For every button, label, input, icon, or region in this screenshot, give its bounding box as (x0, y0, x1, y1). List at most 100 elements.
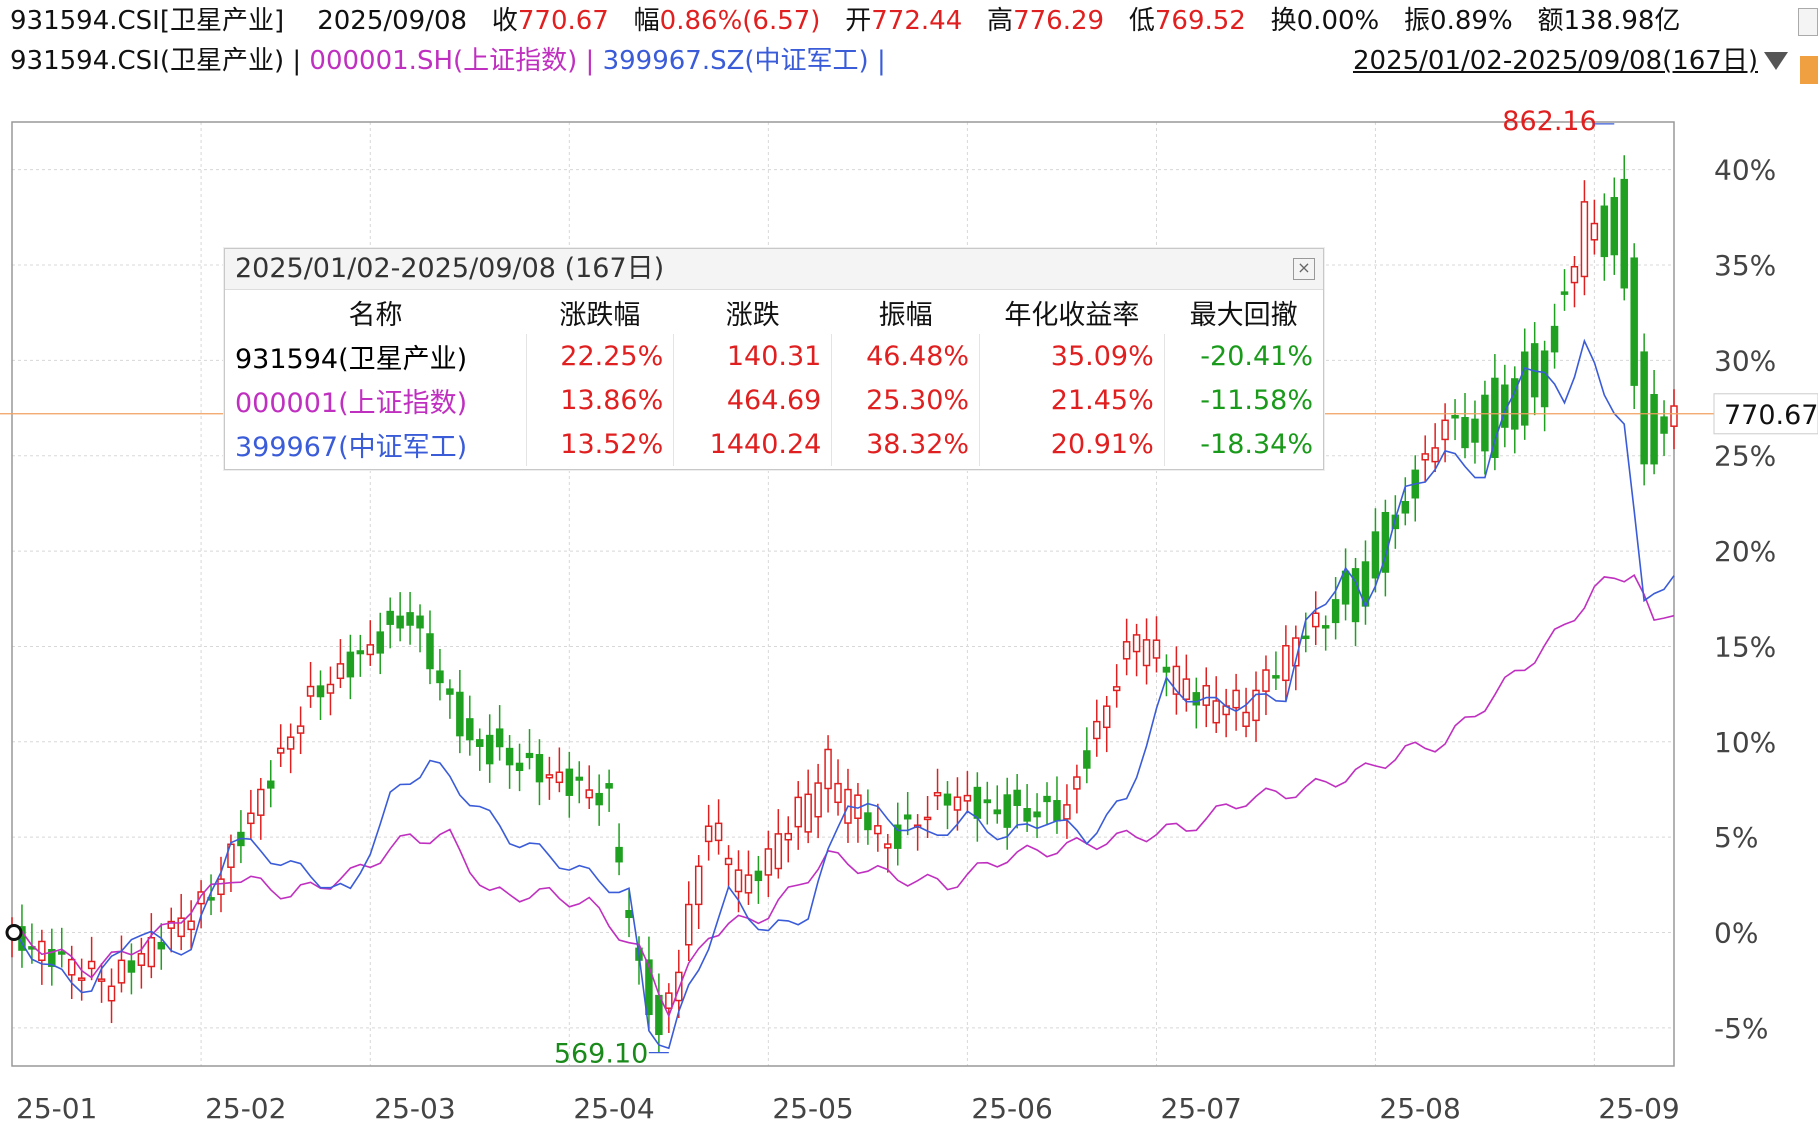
candle-body (1371, 531, 1380, 579)
candle-body (1431, 447, 1439, 463)
low-value: 769.52 (1154, 6, 1246, 36)
y-tick-label: 35% (1714, 249, 1776, 282)
side-color-tab[interactable] (1800, 56, 1818, 84)
stats-title-text: 2025/01/02-2025/09/08 (167日) (235, 253, 665, 284)
candle-body (1441, 419, 1449, 441)
candle-body (346, 651, 355, 678)
candle-body (1013, 789, 1021, 806)
candle-body (1242, 711, 1250, 728)
candle-body (406, 612, 414, 626)
row-chg: 140.31 (673, 334, 832, 378)
candle-body (963, 794, 972, 802)
table-row: 000001(上证指数) 13.86% 464.69 25.30% 21.45%… (225, 378, 1323, 422)
candle-body (535, 754, 544, 783)
candle-body (665, 992, 673, 1009)
candle-body (1600, 205, 1609, 258)
date-range-selector[interactable]: 2025/01/02-2025/09/08(167日) (1352, 46, 1758, 76)
candle-body (247, 812, 255, 825)
candle-body (1232, 689, 1240, 709)
candle-body (1043, 795, 1051, 803)
candle-body (1063, 804, 1071, 820)
candle-body (187, 920, 195, 931)
candle-body (197, 891, 205, 905)
open-label: 开 (845, 6, 872, 36)
stats-header-row: 名称 涨跌幅 涨跌 振幅 年化收益率 最大回撤 (225, 290, 1323, 334)
row-chg: 1440.24 (673, 422, 832, 466)
series-legend: 931594.CSI(卫星产业) | 000001.SH(上证指数) | 399… (10, 44, 886, 78)
candle-body (1481, 394, 1489, 452)
table-row: 399967(中证军工) 13.52% 1440.24 38.32% 20.91… (225, 422, 1323, 466)
candle-body (87, 960, 96, 970)
candle-body (137, 953, 146, 966)
candle-body (147, 937, 156, 968)
x-tick-label: 25-04 (573, 1092, 654, 1125)
candle-body (894, 824, 902, 849)
change-value: 0.86%(6.57) (659, 6, 821, 36)
row-annual: 20.91% (979, 422, 1165, 466)
candle-body (356, 650, 365, 655)
candle-body (784, 832, 792, 841)
candle-body (436, 670, 444, 684)
candle-body (993, 809, 1001, 815)
y-tick-label: 20% (1714, 535, 1776, 568)
candle-body (1122, 641, 1131, 660)
candle-body (923, 816, 932, 821)
row-drawdown: -11.58% (1163, 378, 1323, 422)
candle-body (555, 771, 564, 784)
candle-body (366, 644, 375, 656)
line-military (11, 338, 1675, 1050)
candle-body (714, 822, 723, 842)
close-icon[interactable]: × (1293, 258, 1315, 280)
col-amp: 振幅 (878, 299, 933, 331)
y-tick-label: 40% (1714, 154, 1776, 187)
candle-body (167, 920, 175, 929)
candle-body (694, 865, 703, 906)
x-tick-label: 25-09 (1598, 1092, 1679, 1125)
candle-body (38, 940, 46, 962)
legend-military[interactable]: 399967.SZ(中证军工) | (602, 46, 886, 76)
candle-body (525, 752, 534, 759)
candle-body (77, 977, 86, 981)
candle-body (774, 833, 783, 870)
candle-body (306, 685, 315, 697)
x-axis: 25-01 25-02 25-03 25-04 25-05 25-06 25-07 25-08… (16, 1092, 1680, 1125)
candle-body (794, 796, 802, 828)
row-amp: 46.48% (831, 334, 980, 378)
row-pct: 13.52% (525, 422, 674, 466)
candle-body (595, 792, 603, 806)
candle-body (1341, 570, 1350, 605)
candle-body (814, 782, 822, 818)
y-tick-label: -5% (1714, 1012, 1769, 1045)
candle-body (1590, 222, 1599, 241)
candle-body (476, 739, 484, 747)
y-tick-label: 25% (1714, 440, 1776, 473)
candle-body (953, 796, 962, 811)
row-annual: 21.45% (979, 378, 1165, 422)
candle-body (585, 789, 593, 799)
candle-body (107, 985, 116, 1002)
candle-body (605, 783, 613, 789)
candle-body (485, 734, 494, 765)
change-label: 幅 (633, 6, 660, 36)
open-value: 772.44 (871, 6, 963, 36)
candle-body (1272, 675, 1280, 679)
candle-body (1471, 418, 1479, 443)
col-chg: 涨跌 (725, 299, 780, 331)
candle-body (704, 825, 713, 843)
candle-body (884, 843, 892, 849)
x-tick-label: 25-07 (1160, 1092, 1241, 1125)
candle-body (1570, 265, 1579, 284)
range-dropdown-icon[interactable] (1764, 52, 1788, 70)
candle-body (1023, 808, 1031, 822)
candle-body (1461, 417, 1469, 449)
legend-satellite[interactable]: 931594.CSI(卫星产业) | (10, 46, 302, 76)
candle-body (177, 917, 185, 938)
candle-body (396, 615, 404, 629)
candle-body (734, 869, 743, 893)
stats-title: 2025/01/02-2025/09/08 (167日) × (225, 249, 1323, 290)
candle-body (416, 615, 424, 629)
candle-body (545, 774, 554, 779)
x-tick-label: 25-06 (971, 1092, 1052, 1125)
legend-shanghai[interactable]: 000001.SH(上证指数) | (309, 46, 595, 76)
